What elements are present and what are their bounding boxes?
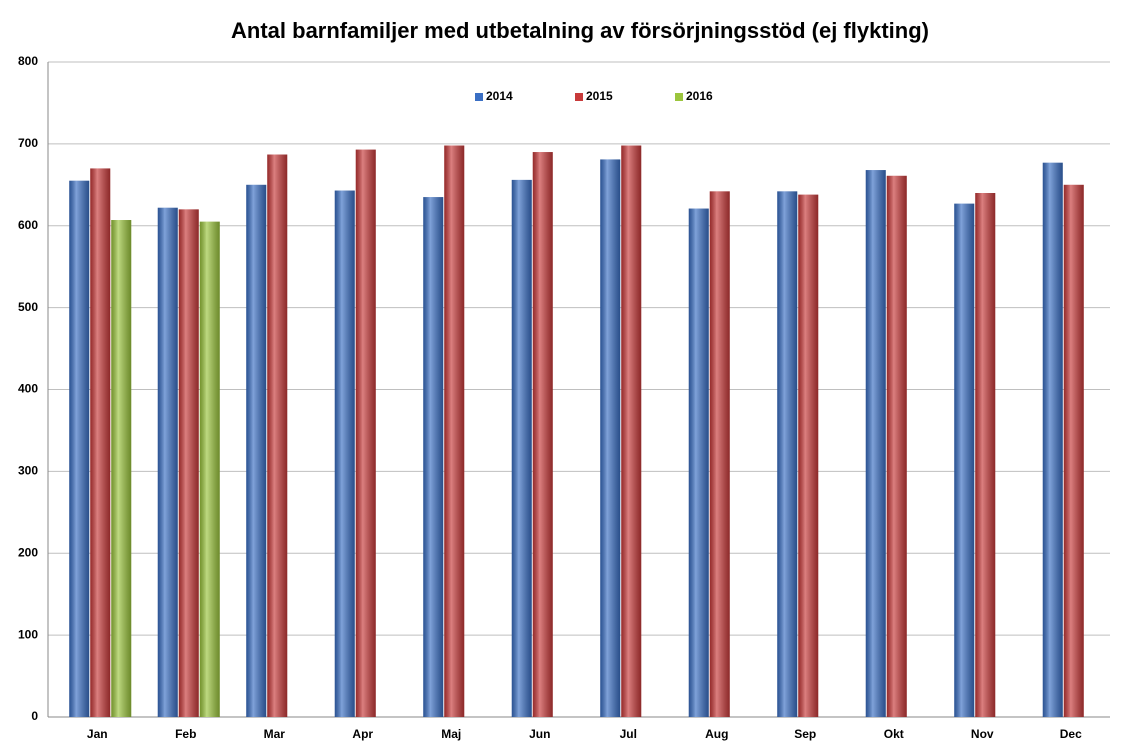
x-tick-label: Jun <box>529 727 550 741</box>
legend-swatch <box>575 93 583 101</box>
bar-shine <box>886 175 907 717</box>
y-tick-label: 500 <box>18 300 38 314</box>
y-tick-label: 600 <box>18 218 38 232</box>
bar-shine <box>90 168 111 717</box>
x-tick-label: Sep <box>794 727 816 741</box>
bar-shine <box>600 159 621 717</box>
y-tick-label: 0 <box>31 709 38 723</box>
y-tick-label: 200 <box>18 545 38 559</box>
y-tick-label: 700 <box>18 136 38 150</box>
legend-label: 2016 <box>686 89 713 103</box>
legend-swatch <box>475 93 483 101</box>
x-tick-label: Maj <box>441 727 461 741</box>
bar-shine <box>199 221 220 717</box>
x-tick-label: Mar <box>264 727 286 741</box>
x-tick-label: Feb <box>175 727 196 741</box>
x-tick-label: Aug <box>705 727 728 741</box>
bar-shine <box>798 194 819 717</box>
x-tick-label: Okt <box>884 727 904 741</box>
legend-label: 2014 <box>486 89 513 103</box>
bar-shine <box>709 191 730 718</box>
chart-title: Antal barnfamiljer med utbetalning av fö… <box>231 18 929 43</box>
bar-shine <box>975 193 996 717</box>
x-tick-label: Jan <box>87 727 108 741</box>
x-tick-label: Nov <box>971 727 994 741</box>
y-tick-label: 400 <box>18 382 38 396</box>
x-tick-label: Apr <box>352 727 373 741</box>
bar-shine <box>69 180 90 717</box>
y-tick-label: 100 <box>18 627 38 641</box>
legend-label: 2015 <box>586 89 613 103</box>
bar-shine <box>246 184 267 717</box>
bar-shine <box>157 207 178 718</box>
bar-shine <box>111 220 132 718</box>
bar-shine <box>423 197 444 717</box>
bar-shine <box>532 152 553 717</box>
bar-shine <box>954 203 975 718</box>
bar-shine <box>355 149 376 717</box>
x-tick-label: Dec <box>1060 727 1082 741</box>
bar-shine <box>621 145 642 717</box>
bar-shine <box>1042 162 1063 718</box>
bar-shine <box>777 191 798 718</box>
bar-shine <box>1063 184 1084 717</box>
x-tick-label: Jul <box>620 727 637 741</box>
bar-shine <box>865 170 886 717</box>
bar-shine <box>178 209 199 717</box>
y-tick-label: 800 <box>18 54 38 68</box>
bar-shine <box>511 179 532 717</box>
bar-shine <box>688 208 709 717</box>
legend-swatch <box>675 93 683 101</box>
y-tick-label: 300 <box>18 464 38 478</box>
bar-shine <box>267 154 288 718</box>
bar-shine <box>334 190 355 717</box>
bar-shine <box>444 145 465 717</box>
